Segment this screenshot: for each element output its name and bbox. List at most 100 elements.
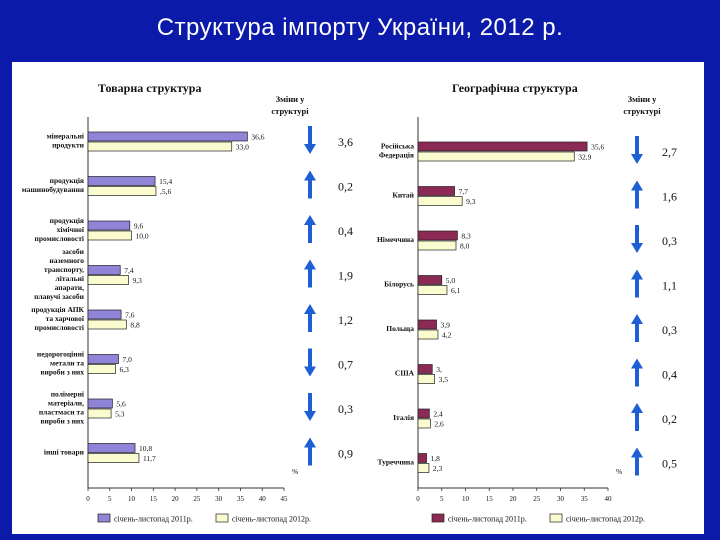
geography-bar-value-label: 32,9 <box>578 153 591 162</box>
geography-legend-label: січень-листопад 2011р. <box>448 515 527 524</box>
commodity-category-label: мінеральні <box>47 132 84 141</box>
geography-arrow-up-icon <box>631 314 643 342</box>
commodity-category-label: продукція <box>50 216 84 225</box>
commodity-category-label: промисловості <box>35 323 84 332</box>
commodity-bar-2012 <box>87 453 140 463</box>
geography-category-label: Німеччина <box>377 235 414 244</box>
geography-change-header: Зміни у <box>628 94 658 104</box>
commodity-unit-label: % <box>292 467 298 476</box>
geography-bar-2012 <box>417 196 463 206</box>
geography-x-tick-label: 15 <box>486 495 494 503</box>
commodity-bar-value-label: 10,8 <box>139 444 152 453</box>
commodity-category-label: плавучі засоби <box>34 292 85 301</box>
commodity-bar-value-label: 11,7 <box>143 454 156 463</box>
geography-bar-value-label: 8,3 <box>461 232 471 241</box>
slide-title: Структура імпорту України, 2012 р. <box>156 14 564 41</box>
commodity-bar-2012 <box>87 186 157 196</box>
commodity-bar-2011 <box>87 220 131 231</box>
geography-bar-value-label: 8,0 <box>460 242 470 251</box>
commodity-legend-swatch <box>215 513 229 523</box>
geography-change-value: 0,4 <box>662 368 677 382</box>
commodity-chart: 0 5 10 15 20 25 30 35 40 45% Зміни у структурі мінер… <box>22 94 353 524</box>
commodity-bar-value-label: ,5,6 <box>160 187 172 196</box>
geography-bar-2012 <box>417 285 448 295</box>
geography-bar-2012 <box>417 240 457 251</box>
commodity-bar-value-label: 8,8 <box>130 321 140 330</box>
commodity-change-header: Зміни у <box>276 94 306 104</box>
geography-change-header: структурі <box>623 106 661 116</box>
geography-bar-value-label: 2,3 <box>433 464 443 473</box>
commodity-bar-2012 <box>87 408 112 419</box>
geography-change-value: 1,6 <box>662 190 677 204</box>
commodity-bar-value-label: 9,6 <box>134 222 144 231</box>
geography-bar-2011 <box>417 408 430 419</box>
commodity-legend-label: січень-листопад 2012р. <box>232 515 311 524</box>
commodity-category-label: наземного <box>49 256 84 265</box>
commodity-bar-value-label: 36,6 <box>251 133 264 142</box>
geography-bar-value-label: 4,2 <box>442 331 452 340</box>
geography-arrow-up-icon <box>631 180 643 209</box>
commodity-x-tick-label: 15 <box>150 495 158 503</box>
commodity-category-label: машинобудування <box>22 185 84 194</box>
commodity-bar-value-label: 9,3 <box>133 276 143 285</box>
commodity-category-label: промисловості <box>35 234 84 243</box>
commodity-category-label: інші товари <box>44 448 85 457</box>
geography-x-tick-label: 10 <box>462 495 470 503</box>
commodity-bar-2012 <box>87 275 129 285</box>
commodity-bar-2012 <box>87 319 127 330</box>
geography-x-tick-label: 20 <box>510 495 518 503</box>
commodity-x-tick-label: 45 <box>281 495 289 503</box>
commodity-category-label: транспорту, <box>44 265 84 274</box>
geography-category-label: Польща <box>386 324 414 333</box>
geography-category-label: Федерація <box>379 151 414 160</box>
commodity-category-label: вироби з них <box>40 417 84 426</box>
commodity-change-value: 0,4 <box>338 224 353 238</box>
commodity-bar-value-label: 7,6 <box>125 311 135 320</box>
commodity-change-value: 0,9 <box>338 447 353 461</box>
commodity-category-label: метали та <box>50 359 84 368</box>
commodity-x-tick-label: 10 <box>128 495 136 503</box>
geography-bar-2011 <box>417 275 443 285</box>
commodity-category-label: продукція <box>50 176 84 185</box>
geography-x-tick-label: 5 <box>440 495 444 503</box>
commodity-bar-2011 <box>87 176 156 186</box>
geography-bar-2011 <box>417 364 433 374</box>
commodity-category-label: та харчової <box>46 314 85 323</box>
geography-arrow-up-icon <box>631 358 643 387</box>
commodity-arrow-up-icon <box>304 170 316 199</box>
commodity-category-label: пластмаси та <box>39 408 84 417</box>
commodity-bar-2011 <box>87 309 122 320</box>
commodity-arrow-up-icon <box>304 437 316 466</box>
geography-bar-2012 <box>417 418 431 429</box>
geography-bar-2012 <box>417 329 439 340</box>
commodity-change-value: 0,7 <box>338 358 353 372</box>
commodity-arrow-down-icon <box>304 393 316 421</box>
geography-change-value: 0,2 <box>662 412 677 426</box>
geography-bar-value-label: 6,1 <box>451 286 461 295</box>
commodity-x-tick-label: 0 <box>86 495 90 503</box>
commodity-change-value: 1,2 <box>338 313 353 327</box>
geography-category-label: Китай <box>392 191 414 200</box>
geography-bar-2012 <box>417 151 575 162</box>
geography-x-tick-label: 0 <box>416 495 420 503</box>
commodity-category-label: продукти <box>52 141 85 150</box>
geography-change-value: 0,3 <box>662 234 677 248</box>
commodity-bar-value-label: 7,4 <box>124 266 134 275</box>
commodity-legend-label: січень-листопад 2011р. <box>114 515 193 524</box>
geography-x-tick-label: 35 <box>581 495 589 503</box>
commodity-arrow-up-icon <box>304 215 316 243</box>
geography-x-tick-label: 40 <box>605 495 613 503</box>
commodity-bar-2011 <box>87 398 113 409</box>
chart-panel: Товарна структура Географічна структура … <box>12 62 704 534</box>
geography-bar-2012 <box>417 374 435 384</box>
commodity-arrow-down-icon <box>304 348 316 377</box>
geography-arrow-up-icon <box>631 447 643 476</box>
geography-chart: 0 5 10 15 20 25 30 35 40% Зміни у структурі Російсь… <box>377 94 677 524</box>
commodity-category-label: апарати, <box>55 283 84 292</box>
geography-bar-2011 <box>417 319 437 330</box>
commodity-category-label: матеріали, <box>48 399 84 408</box>
commodity-bar-2011 <box>87 354 119 364</box>
geography-arrow-down-icon <box>631 136 643 164</box>
commodity-x-tick-label: 40 <box>259 495 267 503</box>
commodity-bar-2012 <box>87 364 116 374</box>
